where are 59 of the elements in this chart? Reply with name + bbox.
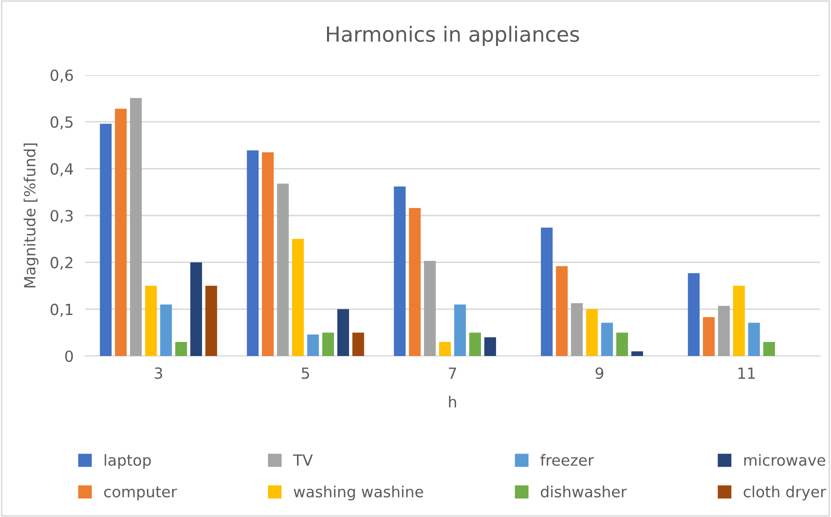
x-axis-title: h (449, 396, 456, 408)
bar (145, 286, 157, 356)
x-tick-label: 11 (738, 368, 755, 379)
y-tick-label: 0 (65, 350, 73, 362)
y-tick-label: 0,4 (50, 163, 74, 176)
bar (246, 150, 259, 356)
x-tick-label: 7 (448, 368, 456, 379)
bar (688, 273, 700, 356)
bar (454, 304, 466, 356)
bar (322, 332, 334, 356)
legend-label: laptop (104, 454, 151, 469)
bar (114, 108, 127, 356)
bar (616, 332, 628, 356)
y-tick-label: 0,5 (50, 116, 73, 130)
bar (439, 342, 451, 356)
bar (175, 342, 187, 356)
legend-label: cloth dryer (744, 486, 826, 500)
y-tick-label: 0,6 (50, 69, 73, 83)
bar (763, 342, 775, 356)
x-tick-label: 3 (154, 367, 162, 379)
legend-label: freezer (540, 454, 594, 466)
bar (702, 317, 715, 356)
x-tick-label: 9 (596, 367, 604, 379)
bar (733, 286, 745, 356)
bar (718, 306, 730, 356)
bar (352, 332, 364, 356)
x-tick-label: 5 (302, 368, 310, 379)
bar (631, 351, 644, 356)
bar (307, 334, 319, 356)
y-tick-label: 0,1 (50, 304, 72, 317)
bar (556, 266, 568, 356)
y-axis-title: Magnitude [%fund] (24, 143, 38, 288)
chart-title: Harmonics in appliances (326, 26, 580, 46)
bar (292, 238, 304, 356)
bar (190, 262, 202, 356)
legend-label: washing washine (294, 486, 424, 500)
legend-label: TV (293, 454, 313, 466)
bar (394, 186, 406, 356)
bar (130, 98, 142, 356)
bar (540, 228, 553, 356)
bar (469, 332, 481, 356)
bar (484, 337, 496, 356)
legend-label: microwave (744, 454, 826, 466)
bar (408, 208, 421, 356)
bar (601, 322, 613, 356)
bar (277, 184, 289, 356)
legend-label: computer (104, 486, 177, 500)
bar (100, 124, 112, 356)
bar (160, 304, 172, 356)
y-tick-label: 0,3 (50, 210, 73, 224)
y-tick-label: 0,2 (50, 256, 72, 270)
bar (748, 322, 760, 356)
bar (337, 309, 350, 356)
bar (424, 260, 436, 356)
bar (205, 286, 218, 356)
legend-label: dishwasher (540, 486, 627, 498)
bar (586, 309, 598, 356)
bar (262, 152, 274, 356)
bar (571, 303, 583, 356)
